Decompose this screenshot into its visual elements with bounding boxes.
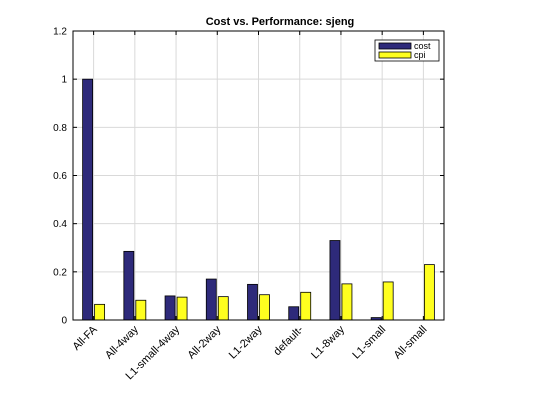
bar-cpi-default (300, 291, 312, 321)
bar-cpi-all-fa (94, 303, 106, 321)
bar-cpi-l1-small-4way (176, 296, 188, 321)
y-tick-label: 0.6 (53, 171, 67, 182)
bar-cost-l1-2way (247, 283, 258, 321)
legend-swatch-cpi (378, 51, 412, 59)
bar-cost-all-2way (205, 278, 217, 321)
bar-cost-l1-8way (329, 240, 341, 321)
y-tick-label: 1 (61, 75, 67, 86)
legend: cost cpi (374, 39, 440, 62)
bar-cpi-l1-small (382, 281, 394, 321)
legend-label-cpi: cpi (414, 50, 426, 60)
bar-cost-default (288, 306, 300, 321)
bar-cost-all-fa (82, 78, 94, 321)
legend-label-cost: cost (414, 41, 431, 51)
y-tick-label: 0.4 (53, 219, 67, 230)
grid-lines (73, 30, 444, 321)
bar-cpi-all-4way (135, 299, 147, 321)
bar-cost-l1-small-4way (164, 295, 176, 321)
bar-cpi-l1-2way (259, 294, 270, 321)
bar-cpi-all-small (423, 264, 435, 321)
y-tick-label: 0.2 (53, 267, 67, 278)
bar-cpi-l1-8way (341, 283, 353, 321)
y-tick-label: 0 (61, 316, 67, 327)
bar-cpi-all-2way (217, 296, 229, 321)
y-tick-label: 1.2 (53, 27, 67, 38)
bar-cost-all-4way (123, 250, 135, 321)
legend-swatch-cost (378, 42, 412, 50)
y-tick-label: 0.8 (53, 123, 67, 134)
y-axis-ticks: 0 0.2 0.4 0.6 0.8 1 1.2 (53, 27, 444, 327)
chart-title: Cost vs. Performance: sjeng (206, 16, 355, 28)
